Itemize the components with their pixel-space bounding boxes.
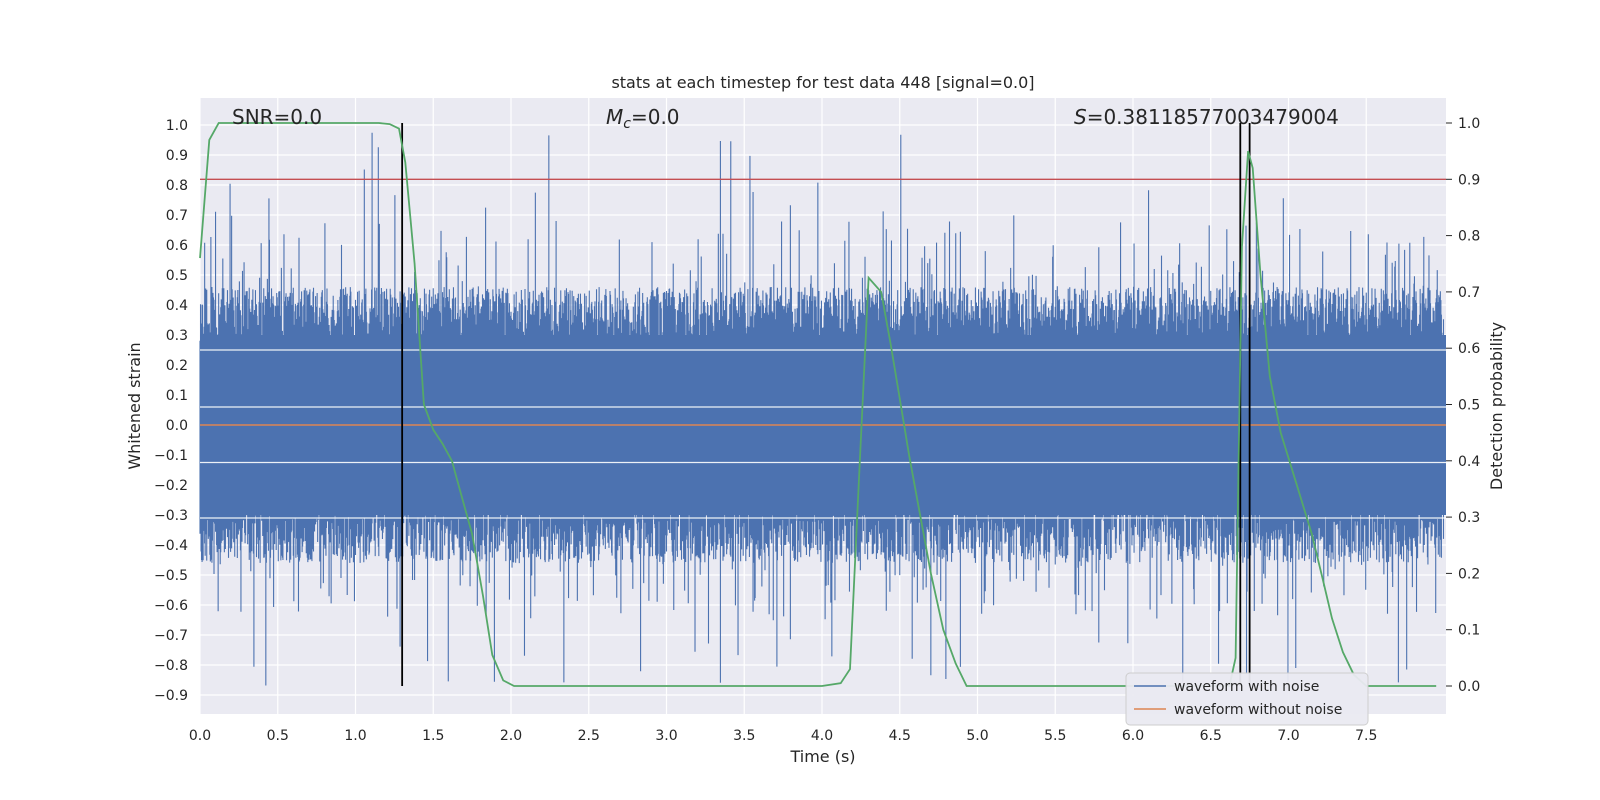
x-tick-label: 7.0	[1277, 728, 1299, 744]
left-y-tick-label: −0.7	[154, 628, 188, 644]
x-tick-label: 1.5	[422, 728, 444, 744]
s-value: =0.38118577003479004	[1087, 105, 1339, 129]
right-y-tick-label: 0.5	[1458, 398, 1480, 414]
left-y-tick-label: −0.6	[154, 598, 188, 614]
left-y-tick-label: 0.4	[166, 298, 188, 314]
x-tick-label: 3.0	[655, 728, 677, 744]
x-tick-label: 3.5	[733, 728, 755, 744]
detection-probability-line	[199, 122, 1437, 687]
right-y-tick-label: 0.9	[1458, 172, 1480, 188]
x-tick-label: 2.5	[578, 728, 600, 744]
x-tick-label: 4.5	[889, 728, 911, 744]
right-y-tick-label: 0.2	[1458, 566, 1480, 582]
right-y-tick-label: 0.1	[1458, 623, 1480, 639]
left-y-tick-label: −0.5	[154, 568, 188, 584]
snr-annotation: SNR=0.0	[232, 105, 322, 129]
x-tick-label: 6.0	[1122, 728, 1144, 744]
x-tick-label: 7.5	[1355, 728, 1377, 744]
x-tick-label: 0.5	[267, 728, 289, 744]
x-tick-label: 1.0	[344, 728, 366, 744]
left-y-tick-label: −0.9	[154, 688, 188, 704]
left-y-tick-label: −0.1	[154, 448, 188, 464]
left-y-tick-label: 0.7	[166, 208, 188, 224]
legend-label-noise: waveform with noise	[1174, 679, 1319, 695]
right-y-tick-label: 0.7	[1458, 285, 1480, 301]
x-tick-label: 2.0	[500, 728, 522, 744]
left-y-tick-label: 0.8	[166, 178, 188, 194]
left-y-tick-label: 0.3	[166, 328, 188, 344]
chart-title: stats at each timestep for test data 448…	[611, 73, 1034, 92]
right-y-tick-label: 1.0	[1458, 116, 1480, 132]
s-symbol: S	[1074, 105, 1087, 129]
mc-subscript: c	[623, 116, 631, 132]
x-tick-label: 0.0	[189, 728, 211, 744]
legend-box	[1125, 672, 1369, 726]
left-y-tick-label: 0.1	[166, 388, 188, 404]
x-tick-label: 5.0	[966, 728, 988, 744]
s-annotation: S=0.38118577003479004	[1074, 105, 1339, 129]
x-tick-label: 6.5	[1200, 728, 1222, 744]
left-y-tick-label: −0.3	[154, 508, 188, 524]
left-y-tick-label: −0.2	[154, 478, 188, 494]
chirp-mass-annotation: Mc=0.0	[606, 105, 680, 132]
overlays	[199, 122, 1446, 687]
x-axis-label: Time (s)	[789, 747, 855, 766]
left-y-tick-label: 1.0	[166, 118, 188, 134]
right-y-tick-label: 0.3	[1458, 510, 1480, 526]
x-axis: 0.0 0.5 1.0 1.5 2.0 2.5 3.0 3.5 4.0 4.5 5.0 5.5 6.0 6…	[189, 728, 1378, 744]
legend: waveform with noise waveform without noi…	[1125, 672, 1369, 726]
left-y-tick-label: 0.6	[166, 238, 188, 254]
mc-symbol: M	[606, 105, 623, 129]
left-y-axis-label: Whitened strain	[125, 342, 144, 469]
left-y-tick-label: −0.4	[154, 538, 188, 554]
left-y-tick-label: 0.9	[166, 148, 188, 164]
right-y-axis: 0.0 0.1 0.2 0.3 0.4 0.5 0.6 0.7 0.8 0.9 1.0	[1446, 116, 1480, 695]
legend-label-clean: waveform without noise	[1174, 702, 1342, 718]
right-y-tick-label: 0.0	[1458, 679, 1480, 695]
right-y-tick-label: 0.8	[1458, 229, 1480, 245]
left-y-axis: −0.9 −0.8 −0.7 −0.6 −0.5 −0.4 −0.3 −0.2 −0.1 0.0 0…	[154, 118, 188, 704]
mc-value: =0.0	[631, 105, 680, 129]
right-y-tick-label: 0.4	[1458, 454, 1480, 470]
x-tick-label: 5.5	[1044, 728, 1066, 744]
right-y-tick-label: 0.6	[1458, 341, 1480, 357]
left-y-tick-label: −0.8	[154, 658, 188, 674]
left-y-tick-label: 0.5	[166, 268, 188, 284]
left-y-tick-label: 0.0	[166, 418, 188, 434]
x-tick-label: 4.0	[811, 728, 833, 744]
left-y-tick-label: 0.2	[166, 358, 188, 374]
right-y-axis-label: Detection probability	[1487, 322, 1506, 490]
